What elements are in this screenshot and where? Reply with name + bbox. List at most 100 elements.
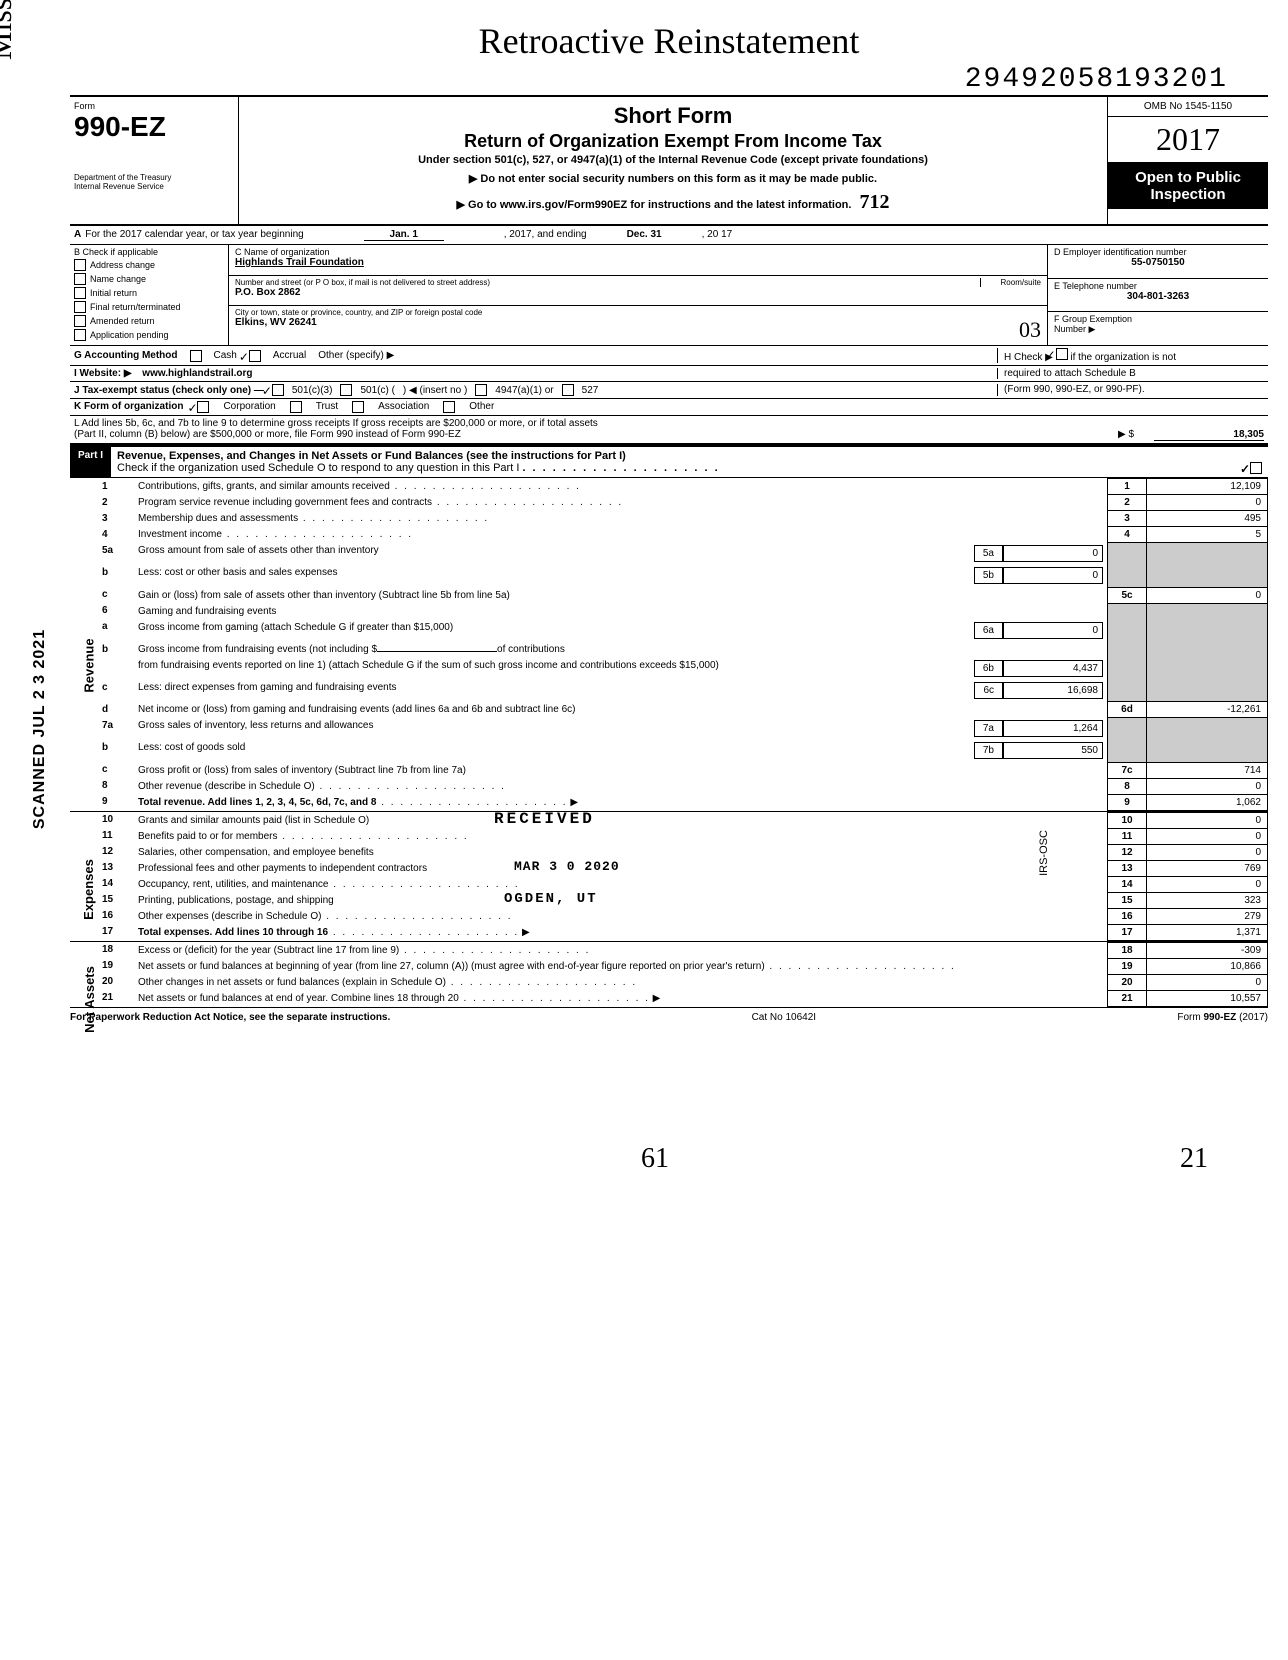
line-1-val[interactable]: 12,109 <box>1147 479 1268 495</box>
part-1-label: Part I <box>70 447 111 477</box>
page-bottom-numbers: 61 21 <box>70 1143 1268 1175</box>
corp-label: Corporation <box>223 401 275 413</box>
org-name[interactable]: Highlands Trail Foundation <box>235 257 1041 268</box>
line-10-val[interactable]: 0 <box>1147 812 1268 828</box>
line-18-val[interactable]: -309 <box>1147 942 1268 958</box>
form-number: 990-EZ <box>74 111 234 143</box>
line-16-desc: Other expenses (describe in Schedule O) <box>138 911 321 922</box>
line-5a-val[interactable]: 0 <box>1003 545 1103 562</box>
line-16-val[interactable]: 279 <box>1147 908 1268 924</box>
line-14-val[interactable]: 0 <box>1147 876 1268 892</box>
line-7c-desc: Gross profit or (loss) from sales of inv… <box>138 765 466 776</box>
tax-year-begin[interactable]: Jan. 1 <box>364 229 444 241</box>
line-21-val[interactable]: 10,557 <box>1147 990 1268 1006</box>
line-13-val[interactable]: 769 <box>1147 860 1268 876</box>
expenses-section-label: Expenses <box>81 859 96 920</box>
checkbox-accrual[interactable] <box>249 350 261 362</box>
line-17-val[interactable]: 1,371 <box>1147 924 1268 940</box>
checkbox-amended-return[interactable] <box>74 315 86 327</box>
label-g: G Accounting Method <box>74 350 178 361</box>
line-6-desc: Gaming and fundraising events <box>134 603 1108 619</box>
return-title: Return of Organization Exempt From Incom… <box>247 131 1099 152</box>
checkbox-cash[interactable] <box>190 350 202 362</box>
line-6b-val[interactable]: 4,437 <box>1003 660 1103 677</box>
check-address-change: Address change <box>90 260 155 270</box>
line-15-val[interactable]: 323 <box>1147 892 1268 908</box>
line-19-val[interactable]: 10,866 <box>1147 958 1268 974</box>
warning-website: ▶ Go to www.irs.gov/Form990EZ for instru… <box>457 198 852 211</box>
checkbox-527[interactable] <box>562 384 574 396</box>
check-name-change: Name change <box>90 274 146 284</box>
checkbox-trust[interactable] <box>290 401 302 413</box>
label-a: A <box>74 229 81 241</box>
line-11-desc: Benefits paid to or for members <box>138 831 278 842</box>
line-20-val[interactable]: 0 <box>1147 974 1268 990</box>
line-9-val[interactable]: 1,062 <box>1147 794 1268 810</box>
checkbox-address-change[interactable] <box>74 259 86 271</box>
checkbox-schedule-o[interactable] <box>1250 462 1262 474</box>
opt-501c3: 501(c)(3) <box>292 385 333 396</box>
checkbox-501c[interactable] <box>340 384 352 396</box>
website-value[interactable]: www.highlandstrail.org <box>142 368 252 379</box>
city-label: City or town, state or province, country… <box>235 308 1041 317</box>
checkbox-corporation[interactable] <box>197 401 209 413</box>
line-6c-val[interactable]: 16,698 <box>1003 682 1103 699</box>
dept-treasury: Department of the Treasury <box>74 173 234 182</box>
checkbox-4947[interactable] <box>475 384 487 396</box>
line-7b-val[interactable]: 550 <box>1003 742 1103 759</box>
check-b-label: B Check if applicable <box>74 247 224 257</box>
line-4-val[interactable]: 5 <box>1147 527 1268 543</box>
checkbox-name-change[interactable] <box>74 273 86 285</box>
row-l-text1: L Add lines 5b, 6c, and 7b to line 9 to … <box>74 418 1264 429</box>
open-public-1: Open to Public <box>1110 169 1266 186</box>
line-2-val[interactable]: 0 <box>1147 495 1268 511</box>
opt-4947: 4947(a)(1) or <box>495 385 553 396</box>
checkbox-initial-return[interactable] <box>74 287 86 299</box>
warning-ssn: ▶ Do not enter social security numbers o… <box>247 172 1099 185</box>
line-11-val[interactable]: 0 <box>1147 828 1268 844</box>
line-17-desc: Total expenses. Add lines 10 through 16 <box>138 927 328 938</box>
tax-year-end-month[interactable]: Dec. 31 <box>627 229 662 241</box>
page-bottom-left: 61 <box>641 1143 669 1175</box>
org-city[interactable]: Elkins, WV 26241 <box>235 317 317 343</box>
line-6a-val[interactable]: 0 <box>1003 622 1103 639</box>
line-5b-val[interactable]: 0 <box>1003 567 1103 584</box>
open-public-2: Inspection <box>1110 186 1266 203</box>
line-7c-val[interactable]: 714 <box>1147 762 1268 778</box>
line-3-val[interactable]: 495 <box>1147 511 1268 527</box>
line-12-val[interactable]: 0 <box>1147 844 1268 860</box>
opt-527: 527 <box>582 385 599 396</box>
checkbox-final-return[interactable] <box>74 301 86 313</box>
check-application-pending: Application pending <box>90 330 169 340</box>
line-7a-val[interactable]: 1,264 <box>1003 720 1103 737</box>
handwritten-712: 712 <box>859 191 889 214</box>
line-7b-desc: Less: cost of goods sold <box>138 742 974 759</box>
header-box-section: B Check if applicable Address change Nam… <box>70 245 1268 346</box>
h-text: if the organization is not <box>1070 352 1176 363</box>
checkbox-h[interactable] <box>1056 348 1068 360</box>
dots-decoration <box>522 462 719 474</box>
line-6a-desc: Gross income from gaming (attach Schedul… <box>138 622 974 639</box>
checkbox-other-org[interactable] <box>443 401 455 413</box>
line-4-desc: Investment income <box>138 529 222 540</box>
gross-receipts-value[interactable]: 18,305 <box>1154 429 1264 441</box>
other-org-label: Other <box>469 401 494 413</box>
line-5c-val[interactable]: 0 <box>1147 587 1268 603</box>
org-address[interactable]: P.O. Box 2862 <box>235 287 1041 298</box>
checkbox-application-pending[interactable] <box>74 329 86 341</box>
telephone-value[interactable]: 304-801-3263 <box>1054 291 1262 302</box>
row-a-text: For the 2017 calendar year, or tax year … <box>85 229 303 241</box>
subtitle: Under section 501(c), 527, or 4947(a)(1)… <box>247 154 1099 166</box>
label-j: J Tax-exempt status (check only one) — <box>74 385 264 396</box>
row-l-text2: (Part II, column (B) below) are $500,000… <box>74 429 1118 441</box>
line-6d-val[interactable]: -12,261 <box>1147 702 1268 718</box>
expenses-table: 10Grants and similar amounts paid (list … <box>98 812 1268 941</box>
row-a: A For the 2017 calendar year, or tax yea… <box>70 226 1268 245</box>
label-i: I Website: ▶ <box>74 368 132 379</box>
checkbox-association[interactable] <box>352 401 364 413</box>
checkbox-501c3[interactable] <box>272 384 284 396</box>
line-8-val[interactable]: 0 <box>1147 778 1268 794</box>
line-6d-desc: Net income or (loss) from gaming and fun… <box>138 704 575 715</box>
check-initial-return: Initial return <box>90 288 137 298</box>
ein-value[interactable]: 55-0750150 <box>1054 257 1262 268</box>
